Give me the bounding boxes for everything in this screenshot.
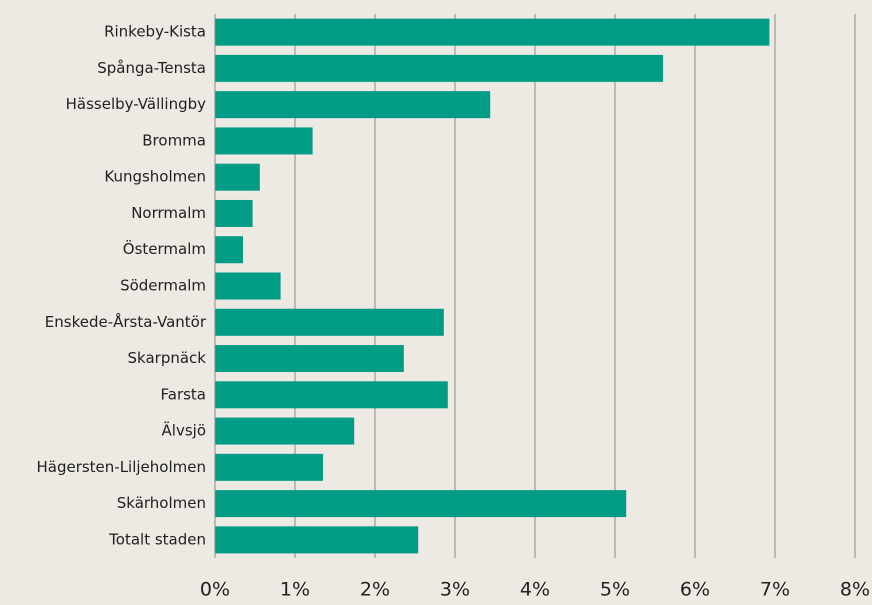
y-tick-label: Hässelby-Vällingby <box>66 95 207 113</box>
y-tick-label: Kungsholmen <box>104 168 206 186</box>
bar <box>215 18 770 46</box>
x-tick-label: 2% <box>360 579 390 601</box>
y-tick-label: Älvsjö <box>162 421 206 440</box>
bar <box>215 490 627 518</box>
y-tick-label: Skarpnäck <box>128 349 207 367</box>
x-tick-label: 7% <box>760 579 790 601</box>
x-tick-label: 1% <box>280 579 310 601</box>
y-tick-label: Södermalm <box>120 277 206 295</box>
x-tick-label: 6% <box>680 579 710 601</box>
y-tick-label: Totalt staden <box>108 530 206 548</box>
bar <box>215 127 313 155</box>
y-tick-label: Hägersten-Liljeholmen <box>36 458 206 476</box>
y-tick-label: Rinkeby-Kista <box>104 23 206 41</box>
bar <box>215 453 323 481</box>
y-tick-label: Spånga-Tensta <box>97 59 206 77</box>
bar <box>215 345 404 373</box>
bar <box>215 417 355 445</box>
y-tick-label: Skärholmen <box>117 494 206 512</box>
y-tick-label: Östermalm <box>123 239 206 258</box>
y-tick-label: Bromma <box>142 131 206 149</box>
bar <box>215 526 419 554</box>
x-tick-label: 4% <box>520 579 550 601</box>
y-tick-label: Enskede-Årsta-Vantör <box>45 312 207 331</box>
x-tick-label: 8% <box>840 579 870 601</box>
bar <box>215 272 281 300</box>
y-tick-label: Farsta <box>161 385 207 403</box>
bar <box>215 163 260 191</box>
bar <box>215 54 663 82</box>
bar <box>215 381 448 409</box>
bar <box>215 236 243 264</box>
x-tick-label: 3% <box>440 579 470 601</box>
bar <box>215 308 444 336</box>
bar <box>215 199 253 227</box>
y-tick-label: Norrmalm <box>131 204 206 222</box>
x-tick-label: 0% <box>200 579 230 601</box>
bar <box>215 91 491 119</box>
x-tick-label: 5% <box>600 579 630 601</box>
